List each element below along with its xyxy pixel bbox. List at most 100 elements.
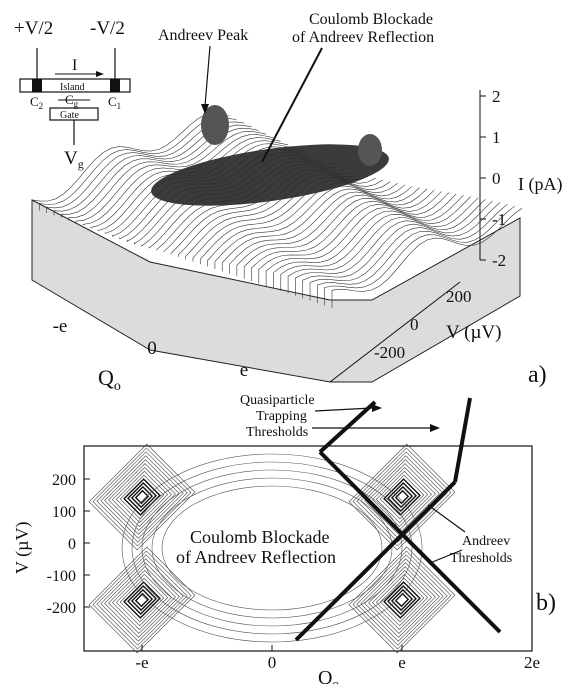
andreev-peak-arrow: [204, 45, 211, 107]
contour-ring: [127, 585, 157, 615]
minus-v-label: -V/2: [90, 18, 125, 39]
surface-line: [265, 193, 457, 287]
surface-line: [207, 182, 398, 267]
surface-line: [31, 111, 223, 208]
surface-line: [331, 207, 523, 308]
v-tick-label: 200: [446, 287, 472, 306]
y-tick-label: 200: [52, 472, 76, 489]
surface-line: [324, 205, 515, 306]
z-tick-label: 0: [492, 169, 501, 188]
island-bar: [19, 78, 131, 93]
v-tick-label: 0: [410, 315, 419, 334]
contour-ring: [161, 485, 383, 611]
island-label: Island: [60, 82, 84, 93]
panel-a-label: a): [528, 362, 547, 388]
contour-ring: [130, 485, 154, 509]
coulomb-arrow: [261, 47, 323, 163]
contour-ring: [348, 443, 456, 551]
trapping-threshold-line-2: [318, 450, 502, 634]
quasi-label-line2: Trapping: [256, 409, 307, 424]
contour-ring: [356, 554, 448, 646]
y-tick-label: -100: [47, 568, 76, 585]
z-tick-label: 1: [492, 128, 501, 147]
surface-line: [214, 184, 406, 269]
vg-label: Vg: [64, 148, 84, 171]
contour-ring: [112, 570, 172, 630]
contour-ring: [112, 467, 172, 527]
contour-ring: [372, 467, 432, 527]
y-tick-label: -200: [47, 600, 76, 617]
z-tick-label: 2: [492, 87, 501, 106]
surface-line: [229, 187, 420, 274]
y-axis-label: V (µV): [12, 521, 33, 574]
surface-line: [82, 134, 274, 226]
z-tick-label: -1: [492, 210, 506, 229]
surface-line: [309, 202, 501, 301]
contour-ring: [123, 581, 161, 619]
v-axis-label: V (µV): [446, 322, 501, 343]
andreev-label-bg: [448, 528, 520, 566]
contour-ring: [123, 478, 161, 516]
surface-line: [221, 185, 413, 272]
surface-line: [38, 115, 230, 211]
contour-ring: [383, 581, 421, 619]
contour-ring: [104, 459, 180, 535]
contour-ring: [364, 562, 440, 638]
trapping-line-b: [318, 400, 377, 454]
contour-ring: [134, 592, 150, 608]
contour-ring: [151, 477, 393, 619]
contour-ring: [96, 451, 188, 543]
x-tick-label: 0: [268, 653, 277, 672]
contour-ring: [364, 459, 440, 535]
junction-c1: [110, 79, 120, 92]
quasi-label-line3: Thresholds: [246, 425, 308, 440]
quasi-label-line1: Quasiparticle: [240, 393, 315, 408]
contour-ring: [372, 570, 432, 630]
contour-ring: [356, 451, 448, 543]
x-axis-ticks: -e 0 e 2e: [135, 645, 540, 672]
surface-line: [295, 199, 486, 296]
andreev-arrow-1: [427, 504, 466, 533]
q-tick-label: -e: [53, 316, 68, 337]
junction-c2: [32, 79, 42, 92]
contour-ring: [394, 592, 410, 608]
contour-ring: [390, 588, 414, 612]
q-tick-label: e: [240, 360, 248, 381]
y-tick-label: 100: [52, 504, 76, 521]
contour-ring: [104, 562, 180, 638]
contour-ring: [141, 469, 403, 627]
contour-ring: [383, 478, 421, 516]
q-axis-ticks: -e 0 e: [53, 316, 249, 381]
current-label: I: [72, 57, 77, 74]
coulomb-b-line1: Coulomb Blockade: [190, 527, 329, 547]
y-axis-ticks: 200 100 0 -100 -200: [47, 472, 90, 617]
andreev-peak-label: Andreev Peak: [158, 27, 248, 44]
contour-ring: [88, 546, 196, 654]
contour-ring: [100, 455, 184, 539]
y-tick-label: 0: [68, 536, 76, 553]
coulomb-b-line2: of Andreev Reflection: [176, 547, 336, 567]
surface-line: [75, 130, 266, 223]
v-axis-line: [329, 281, 461, 383]
x-tick-label: e: [398, 653, 406, 672]
contour-ring: [360, 558, 444, 642]
contour-ring: [119, 577, 165, 623]
v-tick-label: -200: [374, 343, 405, 362]
surface-line: [317, 204, 508, 304]
surface-line: [243, 189, 435, 279]
contour-ring: [100, 558, 184, 642]
q-axis-label: Qo: [98, 365, 121, 394]
v-axis-ticks: 200 0 -200: [374, 287, 472, 362]
contour-ring: [130, 588, 154, 612]
contour-ring: [375, 470, 429, 524]
andreev-b-line1: Andreev: [462, 534, 510, 549]
contour-ring: [387, 482, 417, 512]
surface-base: [31, 199, 521, 383]
z-axis-label: I (pA): [518, 174, 562, 195]
contour-ring: [390, 485, 414, 509]
surface-line: [258, 192, 450, 284]
surface-line: [199, 179, 391, 265]
andreev-arrow-2: [429, 549, 463, 564]
surface-line: [280, 196, 472, 291]
contour-ring: [127, 482, 157, 512]
